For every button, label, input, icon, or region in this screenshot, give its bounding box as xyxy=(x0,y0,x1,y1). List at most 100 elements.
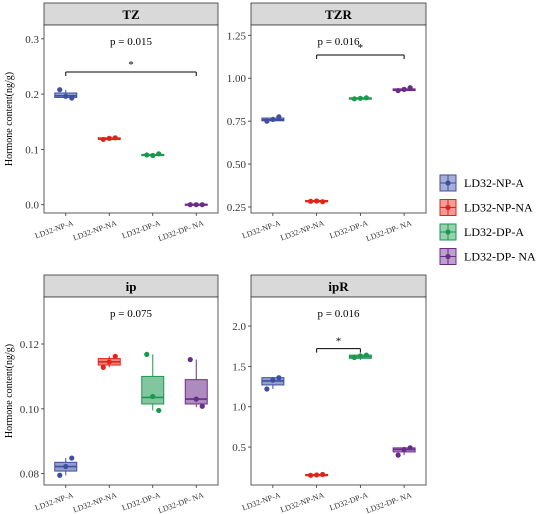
data-point xyxy=(270,116,276,123)
legend-label: LD32-DP- NA xyxy=(464,250,536,264)
panel-ip: ip 0.08 0.10 0.12 Hormone content(ng/g) p = 0… xyxy=(4,274,219,514)
y-tick-label: 1.5 xyxy=(232,361,246,373)
legend-key-point xyxy=(445,180,451,186)
data-point xyxy=(314,198,320,204)
x-tick-label: LD32-DP- NA xyxy=(365,490,413,514)
box-ld32-np-na xyxy=(97,353,121,370)
data-point xyxy=(308,198,314,204)
data-point xyxy=(63,463,69,470)
y-tick-label: 1.0 xyxy=(232,402,246,414)
x-tick-label: LD32-DP-A xyxy=(121,490,162,512)
x-tick-label: LD32-DP- NA xyxy=(365,218,413,243)
panel-title: ipR xyxy=(328,279,349,294)
y-tick-label: 1.00 xyxy=(227,73,247,85)
data-point xyxy=(100,136,106,143)
y-tick-label: 2.0 xyxy=(232,321,246,333)
data-point xyxy=(57,472,63,478)
legend-item: LD32-DP- NA xyxy=(439,248,536,265)
data-point xyxy=(187,356,193,363)
data-point xyxy=(395,87,401,94)
box-ld32-dp-na xyxy=(184,356,208,409)
x-tick-label: LD32-DP- NA xyxy=(157,490,205,514)
y-tick-label: 0.75 xyxy=(227,116,247,128)
box-ld32-np-na xyxy=(305,198,329,205)
y-tick-label: 0.10 xyxy=(20,404,40,416)
panel-title: TZ xyxy=(122,7,140,22)
data-point xyxy=(187,202,193,208)
legend-item: LD32-NP-A xyxy=(439,174,524,192)
legend-item: LD32-DP-A xyxy=(439,223,524,241)
data-point xyxy=(407,85,413,91)
x-tick-label: LD32-NP-NA xyxy=(279,218,325,242)
data-point xyxy=(144,152,150,158)
legend-item: LD32-NP-NA xyxy=(439,199,533,216)
x-tick-label: LD32-DP-A xyxy=(328,490,369,512)
legend-label: LD32-NP-NA xyxy=(464,201,533,215)
p-value-label: p = 0.016 xyxy=(318,308,360,320)
plot-frame xyxy=(43,24,219,214)
y-tick-label: 0.0 xyxy=(25,200,39,212)
data-point xyxy=(320,199,326,205)
significance-star: * xyxy=(336,336,342,348)
panel-title: TZR xyxy=(325,7,352,22)
x-tick-label: LD32-DP-A xyxy=(121,218,162,240)
significance-star: * xyxy=(128,59,134,71)
data-point xyxy=(270,377,276,383)
x-tick-label: LD32-NP-A xyxy=(34,218,75,240)
box-ld32-dp-a xyxy=(141,151,165,159)
data-point xyxy=(112,353,118,359)
data-point xyxy=(199,202,205,208)
x-tick-label: LD32-NP-NA xyxy=(72,490,118,514)
data-point xyxy=(264,386,270,392)
y-axis-label: Hormone content(ng/g) xyxy=(4,72,15,166)
data-point xyxy=(363,95,369,101)
x-tick-label: LD32-DP- NA xyxy=(157,218,205,243)
data-point xyxy=(320,471,326,478)
data-point xyxy=(357,353,363,359)
data-point xyxy=(112,135,118,141)
data-point xyxy=(363,352,369,358)
box-ld32-dp-na xyxy=(392,445,416,458)
box-ld32-np-a xyxy=(261,114,285,124)
panel-tzr: TZR 0.25 0.50 0.75 1.00 1.25 p = 0.016* LD32-NP… xyxy=(227,2,427,243)
y-tick-label: 0.5 xyxy=(232,442,246,454)
y-tick-label: 0.50 xyxy=(227,159,247,171)
data-point xyxy=(199,403,205,409)
box-ld32-dp-na xyxy=(184,202,208,208)
legend-key-point xyxy=(445,204,451,211)
data-point xyxy=(276,375,282,381)
significance-star: * xyxy=(358,42,364,54)
data-point xyxy=(69,455,75,461)
data-point xyxy=(308,472,314,478)
x-tick-label: LD32-NP-A xyxy=(241,218,282,240)
legend-label: LD32-DP-A xyxy=(464,225,524,239)
box-body xyxy=(184,379,208,405)
box-ld32-np-a xyxy=(54,87,78,101)
p-value-label: p = 0.015 xyxy=(110,36,152,48)
data-point xyxy=(401,446,407,453)
data-point xyxy=(193,396,199,402)
data-point xyxy=(144,351,150,357)
legend-key-point xyxy=(445,253,451,260)
legend-key-point xyxy=(445,229,451,235)
box-ld32-np-a xyxy=(261,375,285,392)
box-ld32-dp-na xyxy=(392,85,416,94)
legend: LD32-NP-A LD32-NP-NA LD32-DP-A LD32-DP- NA xyxy=(439,174,536,265)
data-point xyxy=(351,354,357,361)
data-point xyxy=(63,93,69,99)
data-point xyxy=(276,114,282,120)
y-tick-label: 0.25 xyxy=(227,202,247,214)
y-tick-label: 0.2 xyxy=(25,89,39,101)
box-ld32-dp-a xyxy=(141,351,165,414)
data-point xyxy=(407,445,413,451)
x-tick-label: LD32-DP-A xyxy=(328,218,369,240)
data-point xyxy=(156,407,162,414)
data-point xyxy=(264,118,270,124)
y-tick-label: 0.12 xyxy=(20,339,39,351)
x-tick-label: LD32-NP-NA xyxy=(72,218,118,242)
data-point xyxy=(351,96,357,102)
data-point xyxy=(395,452,401,458)
panel-tz: TZ 0.0 0.1 0.2 0.3 Hormone content(ng/g) p = 0… xyxy=(4,2,219,243)
panel-ipr: ipR 0.5 1.0 1.5 2.0 p = 0.016 * LD32-NP-ALD32-N… xyxy=(232,274,427,514)
